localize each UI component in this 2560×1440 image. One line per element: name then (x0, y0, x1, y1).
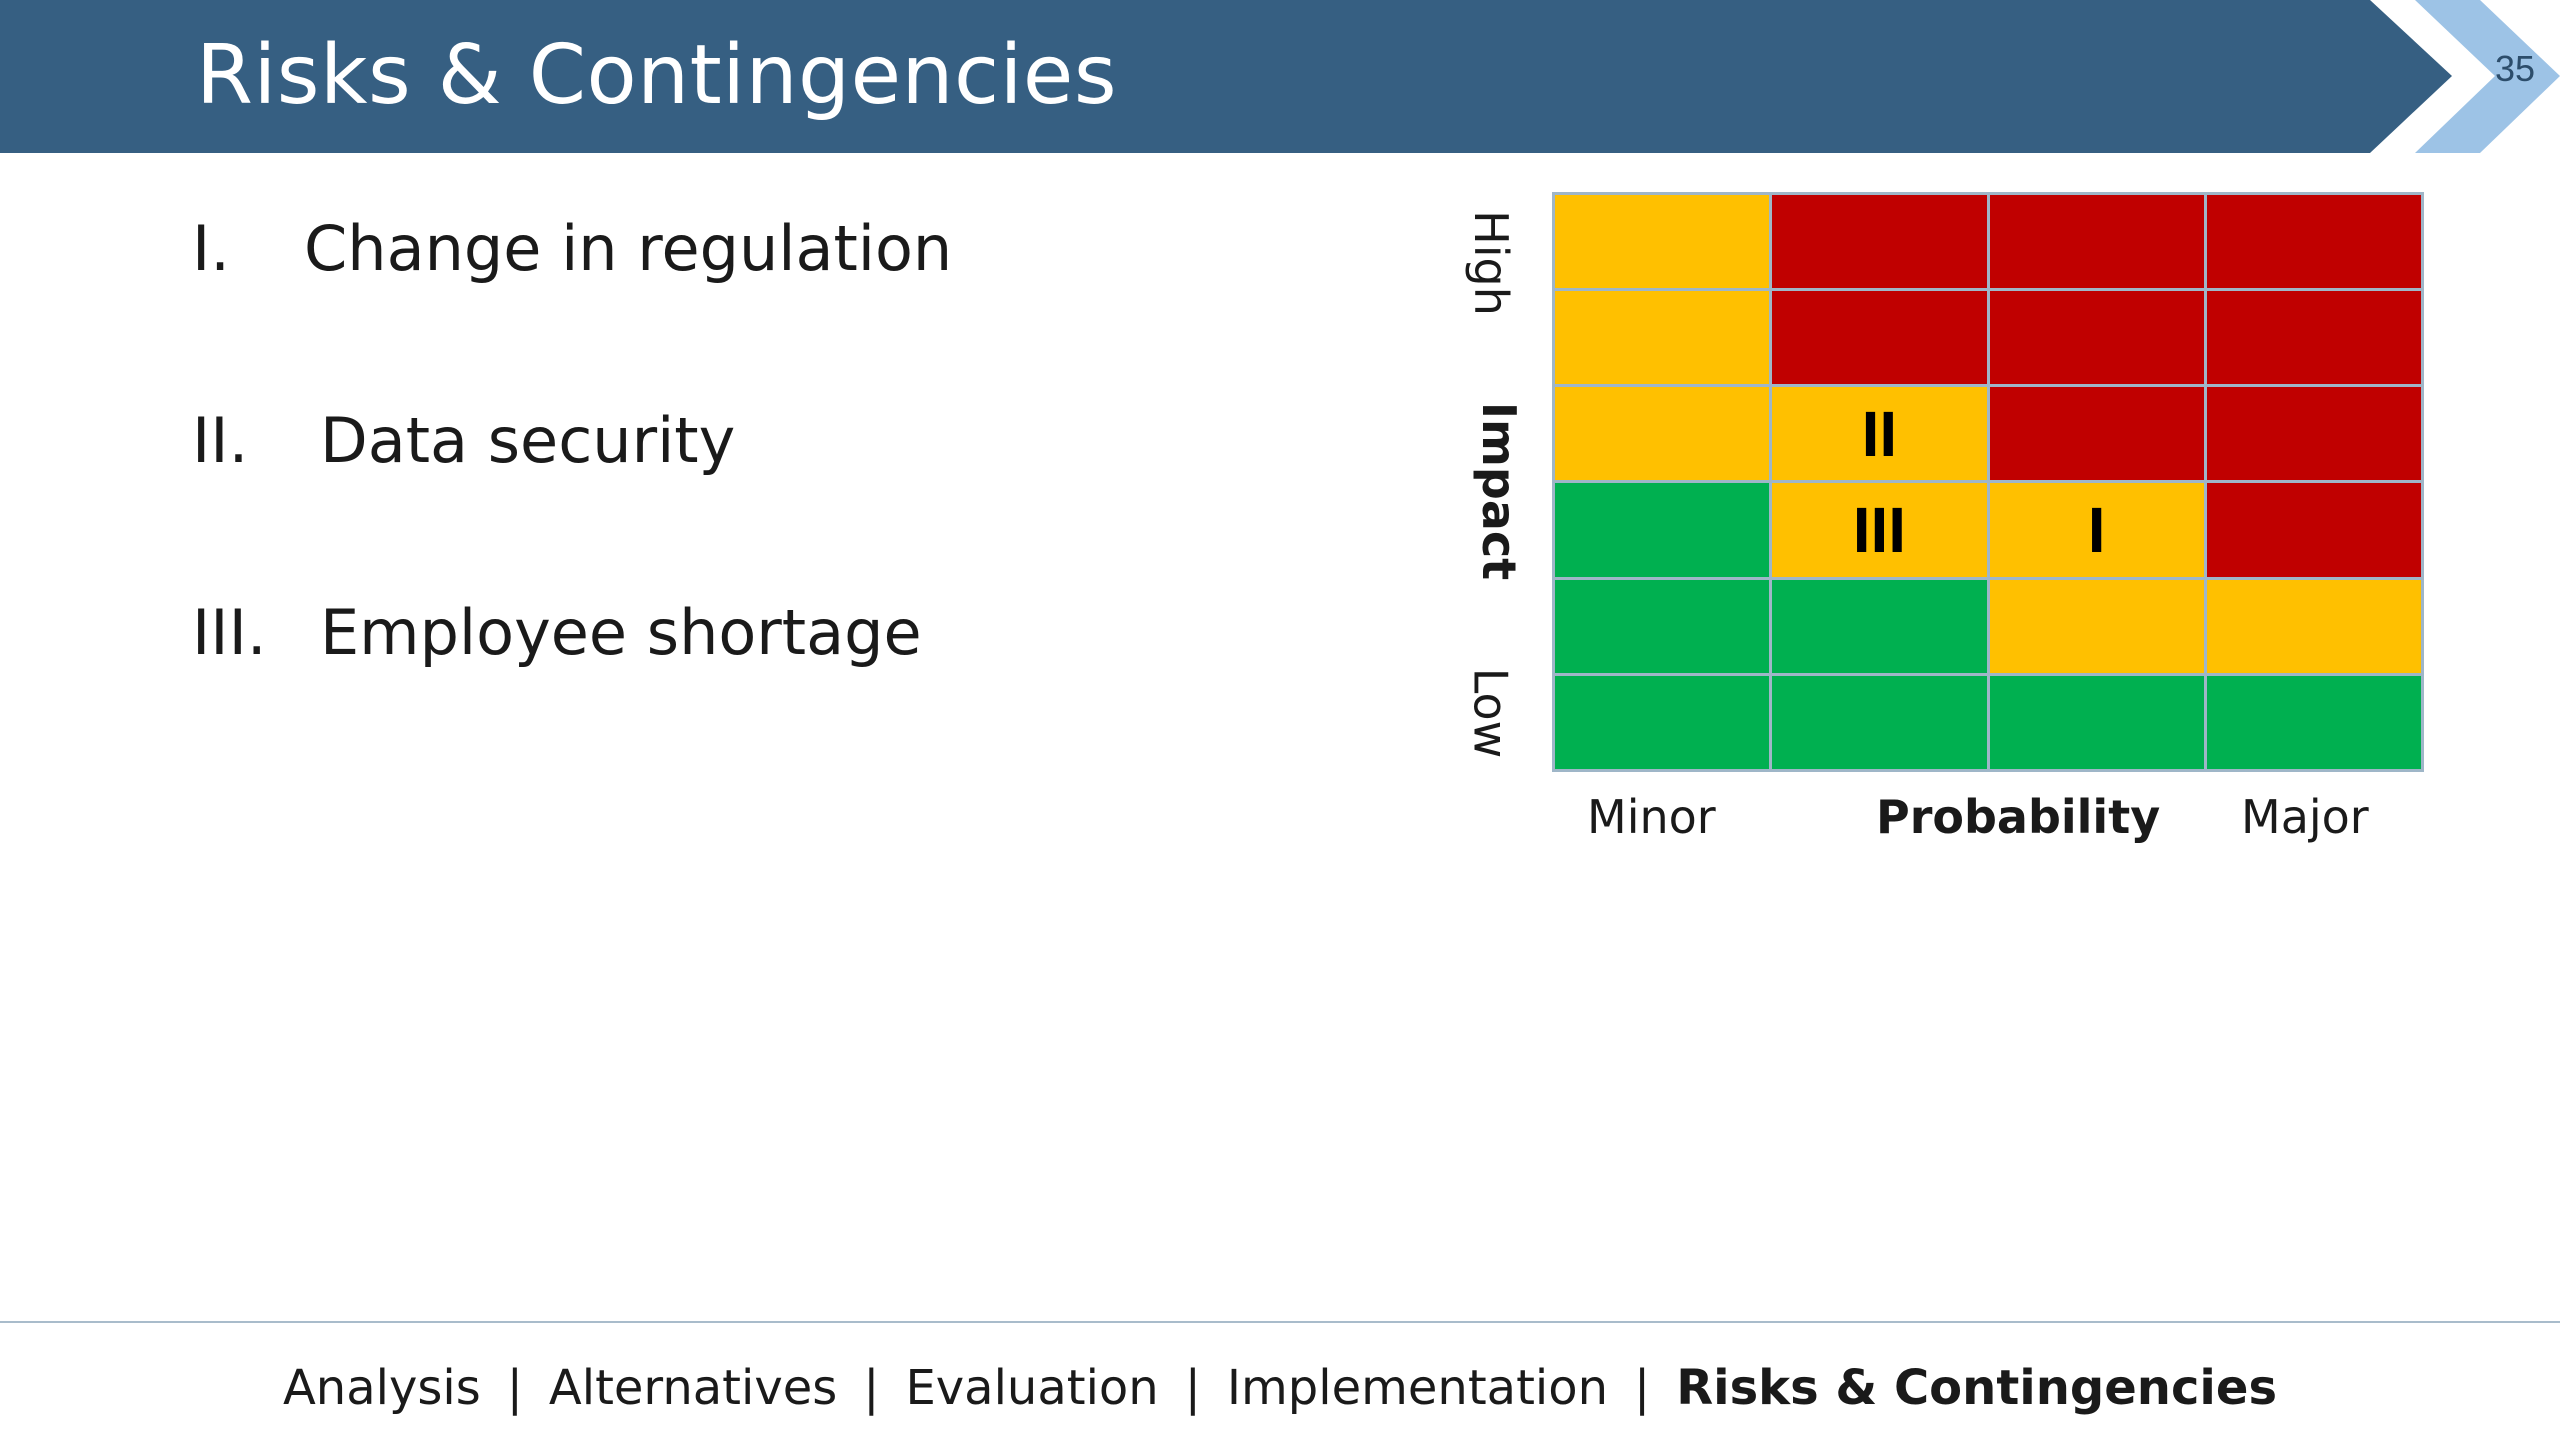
matrix-cell (2206, 675, 2421, 769)
risk-item-1: I. Change in regulation (192, 198, 952, 298)
title-banner (0, 0, 2452, 153)
matrix-cell (1989, 195, 2204, 289)
page-title: Risks & Contingencies (196, 28, 1118, 123)
matrix-cell (1772, 195, 1987, 289)
matrix-cell (1989, 291, 2204, 385)
nav-evaluation[interactable]: Evaluation (905, 1360, 1159, 1416)
matrix-cell: III (1772, 483, 1987, 577)
matrix-cell (1989, 387, 2204, 481)
matrix-cell (1772, 579, 1987, 673)
matrix-cell: I (1989, 483, 2204, 577)
nav-implementation[interactable]: Implementation (1226, 1360, 1609, 1416)
matrix-cell (2206, 387, 2421, 481)
y-axis-high-label: High (1463, 210, 1518, 316)
matrix-cell (1555, 483, 1770, 577)
matrix-cell: II (1772, 387, 1987, 481)
nav-separator: | (1634, 1360, 1651, 1416)
risk-label: Employee shortage (320, 595, 922, 669)
risk-numeral: II. (192, 403, 249, 477)
matrix-cell (1989, 579, 2204, 673)
matrix-cell (1555, 195, 1770, 289)
y-axis-low-label: Low (1463, 667, 1518, 759)
risk-label: Change in regulation (304, 211, 953, 285)
risk-matrix-grid: II III I (1552, 192, 2424, 772)
y-axis-title: Impact (1472, 401, 1527, 581)
title-banner-shape (0, 0, 2560, 153)
nav-risks-contingencies[interactable]: Risks & Contingencies (1676, 1360, 2278, 1416)
x-axis-major-label: Major (2241, 790, 2369, 844)
risk-matrix: II III I (1552, 192, 2424, 772)
risk-item-2: II. Data security (192, 390, 735, 490)
matrix-cell (2206, 291, 2421, 385)
risk-label: Data security (320, 403, 736, 477)
risk-numeral: III. (192, 595, 267, 669)
matrix-cell (1555, 675, 1770, 769)
footer-nav: Analysis | Alternatives | Evaluation | I… (0, 1348, 2560, 1428)
title-bar: Risks & Contingencies 35 (0, 0, 2560, 153)
page-chevron (2415, 0, 2560, 153)
matrix-cell (1555, 579, 1770, 673)
x-axis-title: Probability (1876, 790, 2161, 844)
risk-numeral: I. (192, 211, 230, 285)
nav-alternatives[interactable]: Alternatives (548, 1360, 838, 1416)
matrix-cell (2206, 195, 2421, 289)
matrix-cell (2206, 483, 2421, 577)
nav-separator: | (863, 1360, 880, 1416)
matrix-cell (1555, 387, 1770, 481)
nav-analysis[interactable]: Analysis (282, 1360, 481, 1416)
nav-separator: | (506, 1360, 523, 1416)
matrix-cell (1989, 675, 2204, 769)
matrix-cell (2206, 579, 2421, 673)
matrix-cell (1555, 291, 1770, 385)
matrix-cell (1772, 675, 1987, 769)
page-number: 35 (2494, 48, 2536, 89)
nav-separator: | (1184, 1360, 1201, 1416)
matrix-cell (1772, 291, 1987, 385)
x-axis-minor-label: Minor (1587, 790, 1716, 844)
risk-item-3: III. Employee shortage (192, 582, 922, 682)
footer-divider (0, 1321, 2560, 1323)
